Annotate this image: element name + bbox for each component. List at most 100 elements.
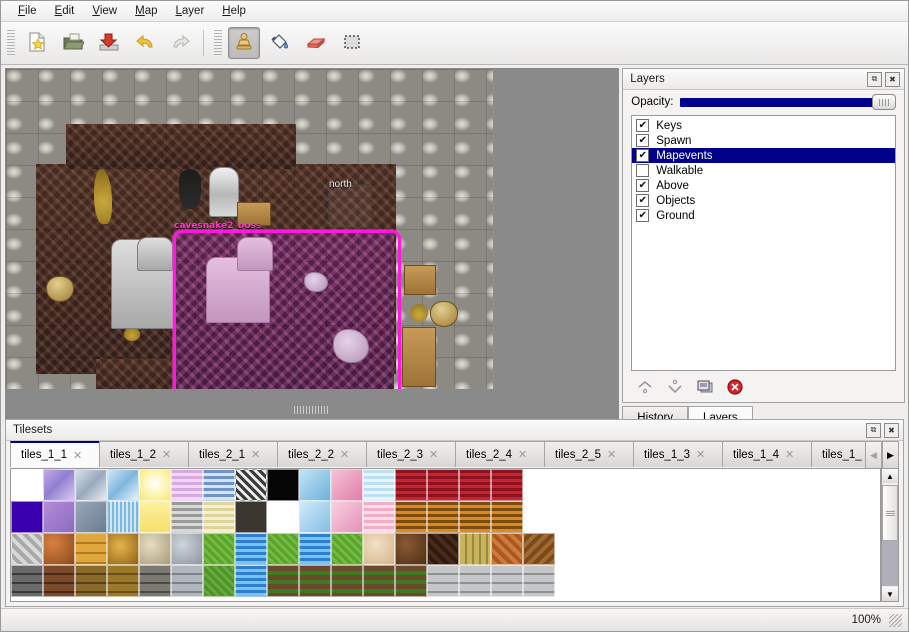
tile-cell[interactable] (363, 565, 395, 597)
tileset-tab-tiles_1_1[interactable]: tiles_1_1 ✕ (10, 441, 100, 467)
tile-cell[interactable] (235, 501, 267, 533)
tile-cell[interactable] (523, 469, 555, 501)
tile-cell[interactable] (139, 533, 171, 565)
tile-cell[interactable] (491, 469, 523, 501)
tile-cell[interactable] (267, 565, 299, 597)
tile-cell[interactable] (459, 501, 491, 533)
tile-cell[interactable] (11, 501, 43, 533)
tileset-tab-tiles_2_4[interactable]: tiles_2_4 ✕ (455, 441, 545, 467)
tile-cell[interactable] (331, 469, 363, 501)
tile-cell[interactable] (363, 533, 395, 565)
layer-row-walkable[interactable]: Walkable (632, 163, 895, 178)
layer-row-keys[interactable]: ✔ Keys (632, 118, 895, 133)
undo-button[interactable] (129, 27, 161, 59)
tile-cell[interactable] (75, 469, 107, 501)
tile-cell[interactable] (75, 533, 107, 565)
tile-cell[interactable] (203, 469, 235, 501)
menu-help[interactable]: Help (222, 5, 246, 17)
opacity-slider[interactable] (680, 94, 896, 110)
tile-cell[interactable] (11, 565, 43, 597)
resize-grip-icon[interactable] (889, 613, 902, 627)
map-canvas-pane[interactable]: north cavesnake2_boss (5, 68, 620, 420)
tile-cell[interactable] (11, 469, 43, 501)
tileset-tab-tiles_1_3[interactable]: tiles_1_3 ✕ (633, 441, 723, 467)
tile-cell[interactable] (427, 565, 459, 597)
close-panel-icon[interactable]: ✖ (885, 71, 900, 87)
tile-cell[interactable] (203, 501, 235, 533)
redo-button[interactable] (165, 27, 197, 59)
close-tab-icon[interactable]: ✕ (518, 449, 528, 461)
restore-window-icon[interactable]: ⧉ (866, 422, 881, 438)
tile-cell[interactable] (235, 565, 267, 597)
tile-cell[interactable] (491, 533, 523, 565)
close-tab-icon[interactable]: ✕ (607, 449, 617, 461)
tile-cell[interactable] (491, 565, 523, 597)
tile-cell[interactable] (235, 533, 267, 565)
tile-cell[interactable] (299, 533, 331, 565)
eraser-button[interactable] (300, 27, 332, 59)
tileset-tab-tiles_2_3[interactable]: tiles_2_3 ✕ (366, 441, 456, 467)
scrollbar-track[interactable] (882, 541, 898, 586)
close-tab-icon[interactable]: ✕ (340, 449, 350, 461)
layer-row-spawn[interactable]: ✔ Spawn (632, 133, 895, 148)
tile-cell[interactable] (267, 469, 299, 501)
close-tab-icon[interactable]: ✕ (162, 449, 172, 461)
restore-window-icon[interactable]: ⧉ (867, 71, 882, 87)
tile-cell[interactable] (363, 501, 395, 533)
tile-cell[interactable] (491, 501, 523, 533)
scrollbar-thumb[interactable] (882, 485, 898, 541)
layer-visibility-checkbox[interactable] (636, 164, 650, 177)
tile-cell[interactable] (299, 565, 331, 597)
layer-visibility-checkbox[interactable]: ✔ (636, 134, 650, 147)
scroll-down-button[interactable]: ▼ (882, 587, 898, 601)
tile-cell[interactable] (267, 501, 299, 533)
layer-row-objects[interactable]: ✔ Objects (632, 193, 895, 208)
fill-bucket-button[interactable] (264, 27, 296, 59)
menu-file[interactable]: File (18, 5, 37, 17)
menu-map[interactable]: Map (135, 5, 158, 17)
tile-cell[interactable] (459, 533, 491, 565)
tile-cell[interactable] (43, 565, 75, 597)
tileset-tab-tiles_2_1[interactable]: tiles_2_1 ✕ (188, 441, 278, 467)
tile-cell[interactable] (107, 501, 139, 533)
save-map-button[interactable] (93, 27, 125, 59)
layer-visibility-checkbox[interactable]: ✔ (636, 119, 650, 132)
tile-cell[interactable] (331, 565, 363, 597)
layer-row-ground[interactable]: ✔ Ground (632, 208, 895, 223)
tile-cell[interactable] (459, 469, 491, 501)
tile-cell[interactable] (523, 533, 555, 565)
close-tab-icon[interactable]: ✕ (785, 449, 795, 461)
tile-cell[interactable] (203, 565, 235, 597)
toolbar-grip-2[interactable] (214, 30, 222, 56)
layer-visibility-checkbox[interactable]: ✔ (636, 194, 650, 207)
new-map-button[interactable] (21, 27, 53, 59)
tile-cell[interactable] (43, 501, 75, 533)
tile-cell[interactable] (107, 565, 139, 597)
north-exit-selection[interactable] (328, 184, 372, 228)
delete-layer-button[interactable] (725, 378, 745, 396)
rectangle-select-button[interactable] (336, 27, 368, 59)
layer-visibility-checkbox[interactable]: ✔ (636, 179, 650, 192)
tile-cell[interactable] (203, 533, 235, 565)
tileset-tab-tiles_1_2[interactable]: tiles_1_2 ✕ (99, 441, 189, 467)
tileset-tab-tiles_2_2[interactable]: tiles_2_2 ✕ (277, 441, 367, 467)
layer-row-above[interactable]: ✔ Above (632, 178, 895, 193)
tile-cell[interactable] (235, 469, 267, 501)
menu-edit[interactable]: Edit (54, 5, 75, 17)
tile-cell[interactable] (107, 533, 139, 565)
layer-row-mapevents[interactable]: ✔ Mapevents (632, 148, 895, 163)
canvas-horizontal-scrollbar[interactable] (6, 406, 618, 416)
tile-cell[interactable] (523, 565, 555, 597)
canvas-scroll-grip[interactable] (294, 406, 331, 414)
tab-scroll-prev-button[interactable]: ◀ (865, 441, 882, 469)
tile-cell[interactable] (267, 533, 299, 565)
opacity-slider-thumb[interactable] (872, 94, 896, 110)
scroll-up-button[interactable]: ▲ (882, 469, 898, 483)
tile-cell[interactable] (395, 533, 427, 565)
duplicate-layer-button[interactable] (695, 378, 715, 396)
tile-palette[interactable] (10, 468, 881, 602)
close-tab-icon[interactable]: ✕ (429, 449, 439, 461)
layer-visibility-checkbox[interactable]: ✔ (636, 149, 650, 162)
tile-cell[interactable] (139, 469, 171, 501)
tile-cell[interactable] (171, 565, 203, 597)
